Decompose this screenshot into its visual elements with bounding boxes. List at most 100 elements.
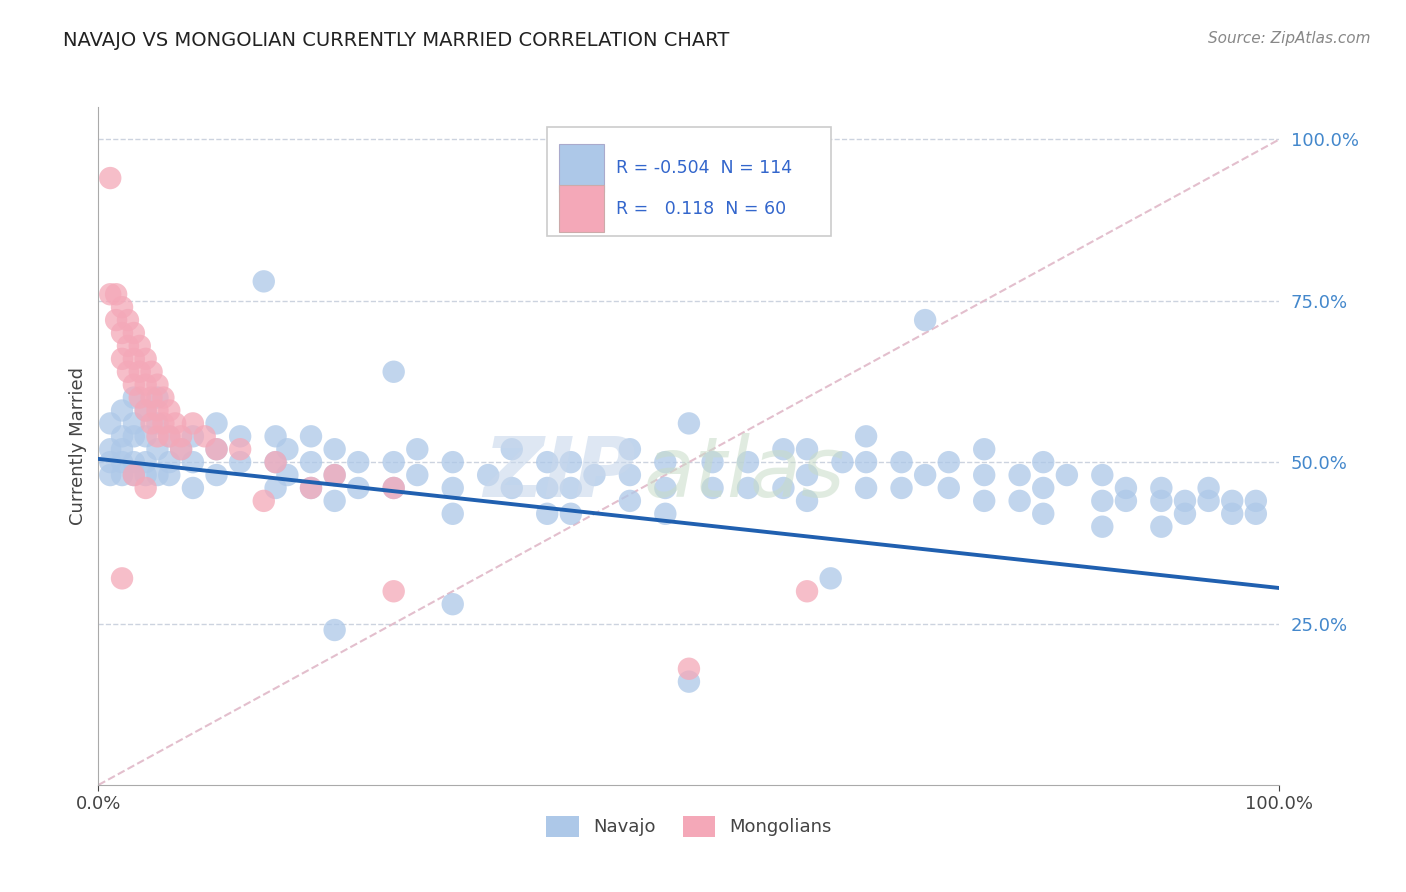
Point xyxy=(98,171,121,186)
Point xyxy=(135,377,157,392)
Point xyxy=(135,468,157,483)
Point xyxy=(170,429,193,443)
Point xyxy=(135,351,157,366)
Point xyxy=(772,481,794,495)
Point xyxy=(152,417,174,431)
Point xyxy=(299,481,322,495)
Point xyxy=(796,494,818,508)
Point xyxy=(1008,468,1031,483)
Point xyxy=(165,417,187,431)
FancyBboxPatch shape xyxy=(560,185,605,233)
Point xyxy=(117,339,139,353)
Point xyxy=(796,468,818,483)
Point xyxy=(157,429,180,443)
Point xyxy=(181,417,204,431)
Point xyxy=(678,417,700,431)
Text: R =   0.118  N = 60: R = 0.118 N = 60 xyxy=(616,200,786,218)
Point xyxy=(820,571,842,585)
Point xyxy=(831,455,853,469)
Point xyxy=(146,391,169,405)
Point xyxy=(135,403,157,417)
Point xyxy=(1032,481,1054,495)
Point xyxy=(111,429,134,443)
Point xyxy=(264,455,287,469)
Point xyxy=(560,507,582,521)
Point xyxy=(146,403,169,417)
Point xyxy=(170,442,193,457)
Point xyxy=(1056,468,1078,483)
Point xyxy=(323,494,346,508)
Point xyxy=(406,442,429,457)
Point xyxy=(1150,481,1173,495)
Point xyxy=(276,468,298,483)
Point xyxy=(117,365,139,379)
Point xyxy=(406,468,429,483)
Point xyxy=(205,417,228,431)
Point xyxy=(135,455,157,469)
Point xyxy=(1220,494,1243,508)
Point xyxy=(1091,494,1114,508)
Point xyxy=(1198,481,1220,495)
Text: atlas: atlas xyxy=(644,433,845,514)
Point xyxy=(583,468,606,483)
Point xyxy=(205,442,228,457)
Point xyxy=(855,481,877,495)
Point xyxy=(654,481,676,495)
Point xyxy=(1220,507,1243,521)
Point xyxy=(973,442,995,457)
Point xyxy=(299,455,322,469)
Point xyxy=(98,442,121,457)
Point xyxy=(441,455,464,469)
Point xyxy=(141,417,163,431)
Point xyxy=(111,351,134,366)
Point xyxy=(264,455,287,469)
Point xyxy=(122,326,145,340)
Point xyxy=(122,429,145,443)
Point xyxy=(157,468,180,483)
Point xyxy=(323,468,346,483)
Point xyxy=(229,442,252,457)
Point xyxy=(619,468,641,483)
Point xyxy=(146,377,169,392)
Legend: Navajo, Mongolians: Navajo, Mongolians xyxy=(538,808,839,844)
Point xyxy=(205,442,228,457)
Point xyxy=(111,455,134,469)
Text: R = -0.504  N = 114: R = -0.504 N = 114 xyxy=(616,159,792,177)
Point xyxy=(181,455,204,469)
Point xyxy=(702,481,724,495)
Point xyxy=(619,494,641,508)
Point xyxy=(98,287,121,301)
Point xyxy=(146,468,169,483)
Point xyxy=(1150,494,1173,508)
Point xyxy=(560,455,582,469)
Point xyxy=(128,365,150,379)
Point xyxy=(105,313,128,327)
Point xyxy=(501,481,523,495)
FancyBboxPatch shape xyxy=(547,128,831,235)
Point xyxy=(441,481,464,495)
Point xyxy=(536,455,558,469)
Point xyxy=(141,365,163,379)
Point xyxy=(253,274,276,288)
Point xyxy=(264,481,287,495)
Point xyxy=(122,377,145,392)
Point xyxy=(264,429,287,443)
Point xyxy=(135,429,157,443)
Point xyxy=(536,507,558,521)
Point xyxy=(737,455,759,469)
Point xyxy=(441,597,464,611)
Point xyxy=(194,429,217,443)
Point xyxy=(122,468,145,483)
Point xyxy=(938,455,960,469)
Point xyxy=(122,351,145,366)
Point xyxy=(1008,494,1031,508)
Point xyxy=(654,507,676,521)
Point xyxy=(122,455,145,469)
Point xyxy=(1115,494,1137,508)
Point xyxy=(855,429,877,443)
Point xyxy=(181,429,204,443)
Point xyxy=(796,442,818,457)
Point xyxy=(157,429,180,443)
Point xyxy=(855,455,877,469)
Text: NAVAJO VS MONGOLIAN CURRENTLY MARRIED CORRELATION CHART: NAVAJO VS MONGOLIAN CURRENTLY MARRIED CO… xyxy=(63,31,730,50)
